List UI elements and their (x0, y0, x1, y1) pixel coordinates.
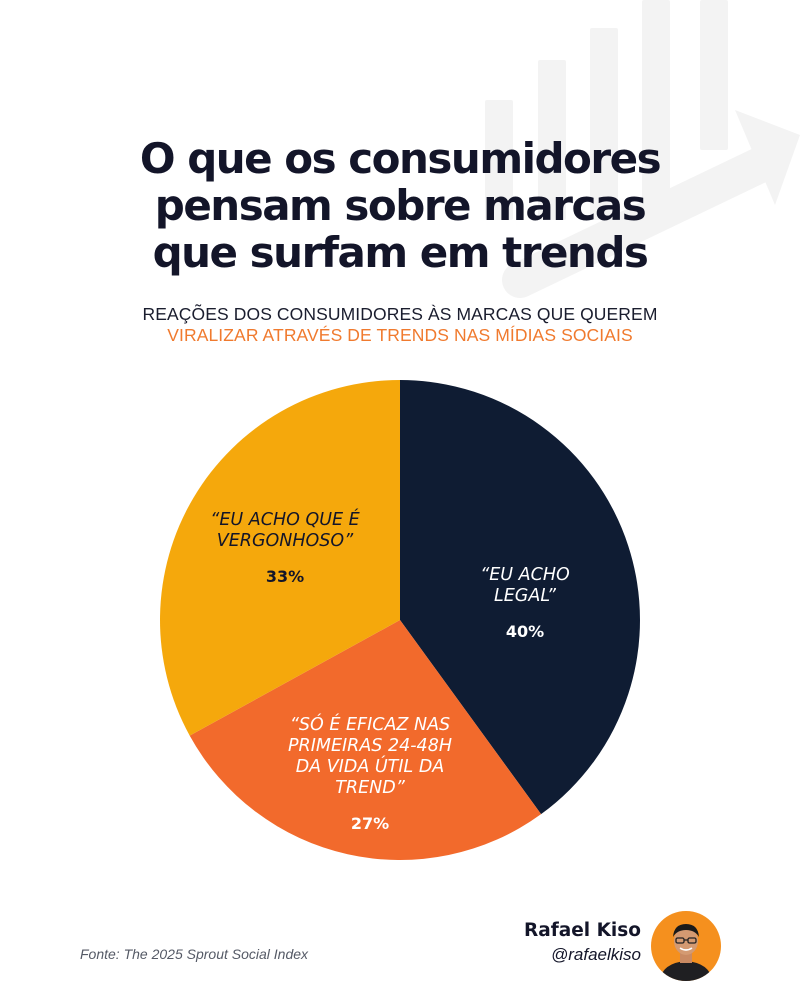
subtitle-highlight-line: VIRALIZAR ATRAVÉS DE TRENDS NAS MÍDIAS S… (167, 325, 633, 345)
slice-label: PRIMEIRAS 24-48H (288, 736, 452, 756)
slice-label: VERGONHOSO” (217, 531, 354, 551)
slice-value-label: 33% (266, 567, 304, 586)
chart-subtitle: REAÇÕES DOS CONSUMIDORES ÀS MARCAS QUE Q… (40, 304, 760, 346)
slice-label: LEGAL” (494, 586, 557, 606)
slice-value-label: 40% (506, 622, 544, 641)
slice-label: DA VIDA ÚTIL DA (296, 755, 445, 777)
slice-label: TREND” (335, 778, 405, 798)
bar-chart-arrow-icon (485, 0, 800, 298)
avatar (651, 911, 721, 981)
pie-slice (400, 380, 640, 815)
slice-label: “SÓ É EFICAZ NAS (290, 713, 450, 735)
title-line: pensam sobre marcas (154, 181, 647, 230)
slice-value-label: 27% (351, 814, 389, 833)
author-name: Rafael Kiso (524, 920, 641, 941)
author-handle: @rafaelkiso (550, 945, 641, 964)
pie-slice (160, 380, 400, 736)
source-note: Fonte: The 2025 Sprout Social Index (80, 946, 309, 962)
subtitle-line: REAÇÕES DOS CONSUMIDORES ÀS MARCAS QUE Q… (142, 304, 658, 324)
pie-slice (189, 620, 542, 860)
title-line: que surfam em trends (152, 228, 649, 277)
page-title: O que os consumidores pensam sobre marca… (40, 135, 760, 276)
title-line: O que os consumidores (139, 134, 662, 183)
slice-label: “EU ACHO QUE É (210, 508, 360, 530)
slice-label: “EU ACHO (480, 565, 570, 585)
